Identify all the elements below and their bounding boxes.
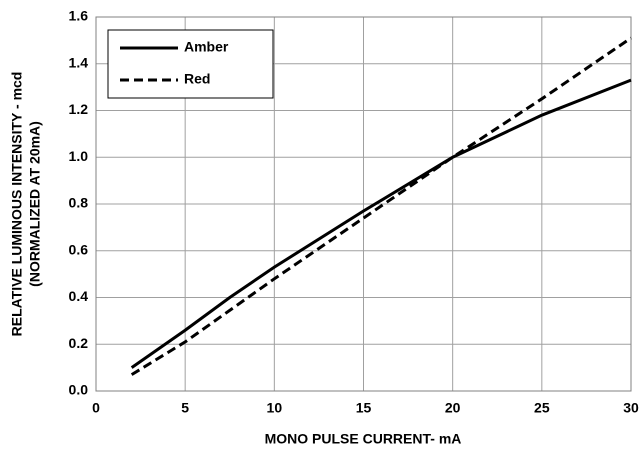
y-tick-label: 0.0 bbox=[69, 382, 89, 398]
y-tick-label: 1.0 bbox=[69, 148, 89, 164]
x-tick-label: 20 bbox=[445, 400, 461, 416]
x-tick-label: 5 bbox=[181, 400, 189, 416]
x-tick-label: 15 bbox=[356, 400, 372, 416]
line-series bbox=[130, 36, 632, 376]
x-tick-label: 25 bbox=[534, 400, 550, 416]
y-tick-label: 1.2 bbox=[69, 101, 89, 117]
plot-border bbox=[95, 16, 632, 392]
x-tick-label: 30 bbox=[623, 400, 639, 416]
y-tick-label: 0.6 bbox=[69, 241, 89, 257]
x-tick-label: 10 bbox=[267, 400, 283, 416]
y-tick-label: 0.8 bbox=[69, 195, 89, 211]
x-axis-label: MONO PULSE CURRENT- mA bbox=[265, 431, 462, 447]
y-axis-label: (NORMALIZED AT 20mA) bbox=[27, 121, 43, 287]
legend-label: Amber bbox=[184, 39, 229, 55]
y-tick-label: 1.6 bbox=[69, 8, 89, 24]
legend-box bbox=[107, 29, 274, 99]
legend-label: Red bbox=[184, 71, 210, 87]
y-tick-label: 0.2 bbox=[69, 335, 89, 351]
line-series bbox=[130, 78, 632, 369]
y-tick-label: 1.4 bbox=[69, 54, 89, 70]
y-axis-label: RELATIVE LUMINOUS INTENSITY - mcd bbox=[9, 72, 25, 337]
y-tick-label: 0.4 bbox=[69, 288, 89, 304]
x-tick-label: 0 bbox=[92, 400, 100, 416]
